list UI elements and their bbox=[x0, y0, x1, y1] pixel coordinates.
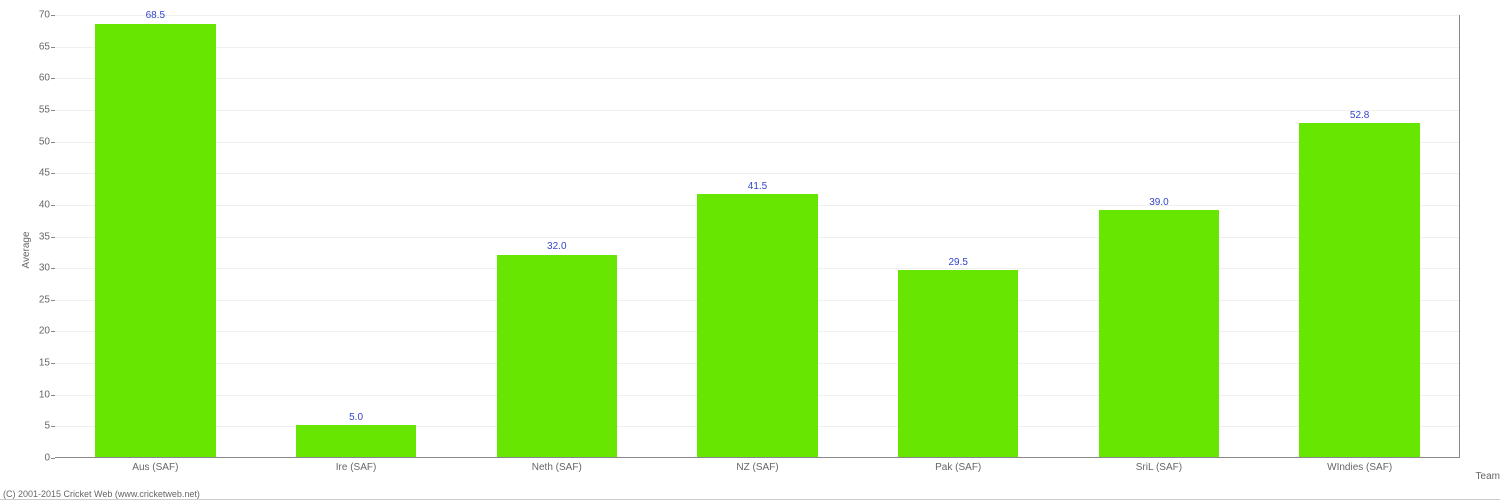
bar-value-label: 41.5 bbox=[748, 181, 767, 192]
y-tick-label: 55 bbox=[10, 104, 50, 115]
y-tick-label: 10 bbox=[10, 389, 50, 400]
y-tick-mark bbox=[51, 142, 55, 143]
y-tick-label: 70 bbox=[10, 10, 50, 21]
y-tick-label: 25 bbox=[10, 294, 50, 305]
y-tick-mark bbox=[51, 205, 55, 206]
y-tick-label: 60 bbox=[10, 73, 50, 84]
bar bbox=[296, 425, 416, 457]
gridline bbox=[55, 173, 1459, 174]
bar-value-label: 68.5 bbox=[146, 10, 165, 21]
x-tick-label: Aus (SAF) bbox=[132, 462, 178, 473]
y-tick-mark bbox=[51, 300, 55, 301]
x-axis-label: Team bbox=[1476, 471, 1500, 482]
y-tick-mark bbox=[51, 458, 55, 459]
y-tick-mark bbox=[51, 15, 55, 16]
gridline bbox=[55, 110, 1459, 111]
y-tick-mark bbox=[51, 331, 55, 332]
y-tick-label: 65 bbox=[10, 41, 50, 52]
y-tick-label: 5 bbox=[10, 421, 50, 432]
bar bbox=[697, 194, 817, 457]
y-tick-label: 15 bbox=[10, 358, 50, 369]
y-tick-mark bbox=[51, 78, 55, 79]
y-tick-mark bbox=[51, 363, 55, 364]
x-tick-label: Ire (SAF) bbox=[336, 462, 377, 473]
y-tick-mark bbox=[51, 268, 55, 269]
x-tick-label: NZ (SAF) bbox=[736, 462, 778, 473]
plot-area bbox=[55, 15, 1460, 458]
footer-copyright: (C) 2001-2015 Cricket Web (www.cricketwe… bbox=[3, 489, 200, 499]
bar bbox=[1099, 210, 1219, 457]
bar bbox=[898, 270, 1018, 457]
x-tick-label: Pak (SAF) bbox=[935, 462, 981, 473]
x-tick-label: WIndies (SAF) bbox=[1327, 462, 1392, 473]
gridline bbox=[55, 15, 1459, 16]
y-tick-label: 40 bbox=[10, 199, 50, 210]
y-tick-label: 30 bbox=[10, 263, 50, 274]
bar-value-label: 29.5 bbox=[948, 257, 967, 268]
bar bbox=[95, 24, 215, 458]
y-tick-label: 50 bbox=[10, 136, 50, 147]
bar bbox=[497, 255, 617, 458]
y-tick-mark bbox=[51, 173, 55, 174]
bar-value-label: 32.0 bbox=[547, 241, 566, 252]
gridline bbox=[55, 142, 1459, 143]
y-tick-mark bbox=[51, 47, 55, 48]
y-tick-label: 20 bbox=[10, 326, 50, 337]
y-tick-mark bbox=[51, 237, 55, 238]
gridline bbox=[55, 78, 1459, 79]
y-tick-mark bbox=[51, 110, 55, 111]
y-tick-label: 45 bbox=[10, 168, 50, 179]
y-tick-mark bbox=[51, 426, 55, 427]
bar-value-label: 52.8 bbox=[1350, 110, 1369, 121]
x-tick-label: Neth (SAF) bbox=[532, 462, 582, 473]
bar-value-label: 39.0 bbox=[1149, 197, 1168, 208]
y-tick-label: 0 bbox=[10, 453, 50, 464]
y-tick-mark bbox=[51, 395, 55, 396]
bar bbox=[1299, 123, 1419, 457]
chart-container: Average Team (C) 2001-2015 Cricket Web (… bbox=[0, 0, 1500, 500]
gridline bbox=[55, 47, 1459, 48]
bar-value-label: 5.0 bbox=[349, 412, 363, 423]
y-tick-label: 35 bbox=[10, 231, 50, 242]
x-tick-label: SriL (SAF) bbox=[1136, 462, 1182, 473]
